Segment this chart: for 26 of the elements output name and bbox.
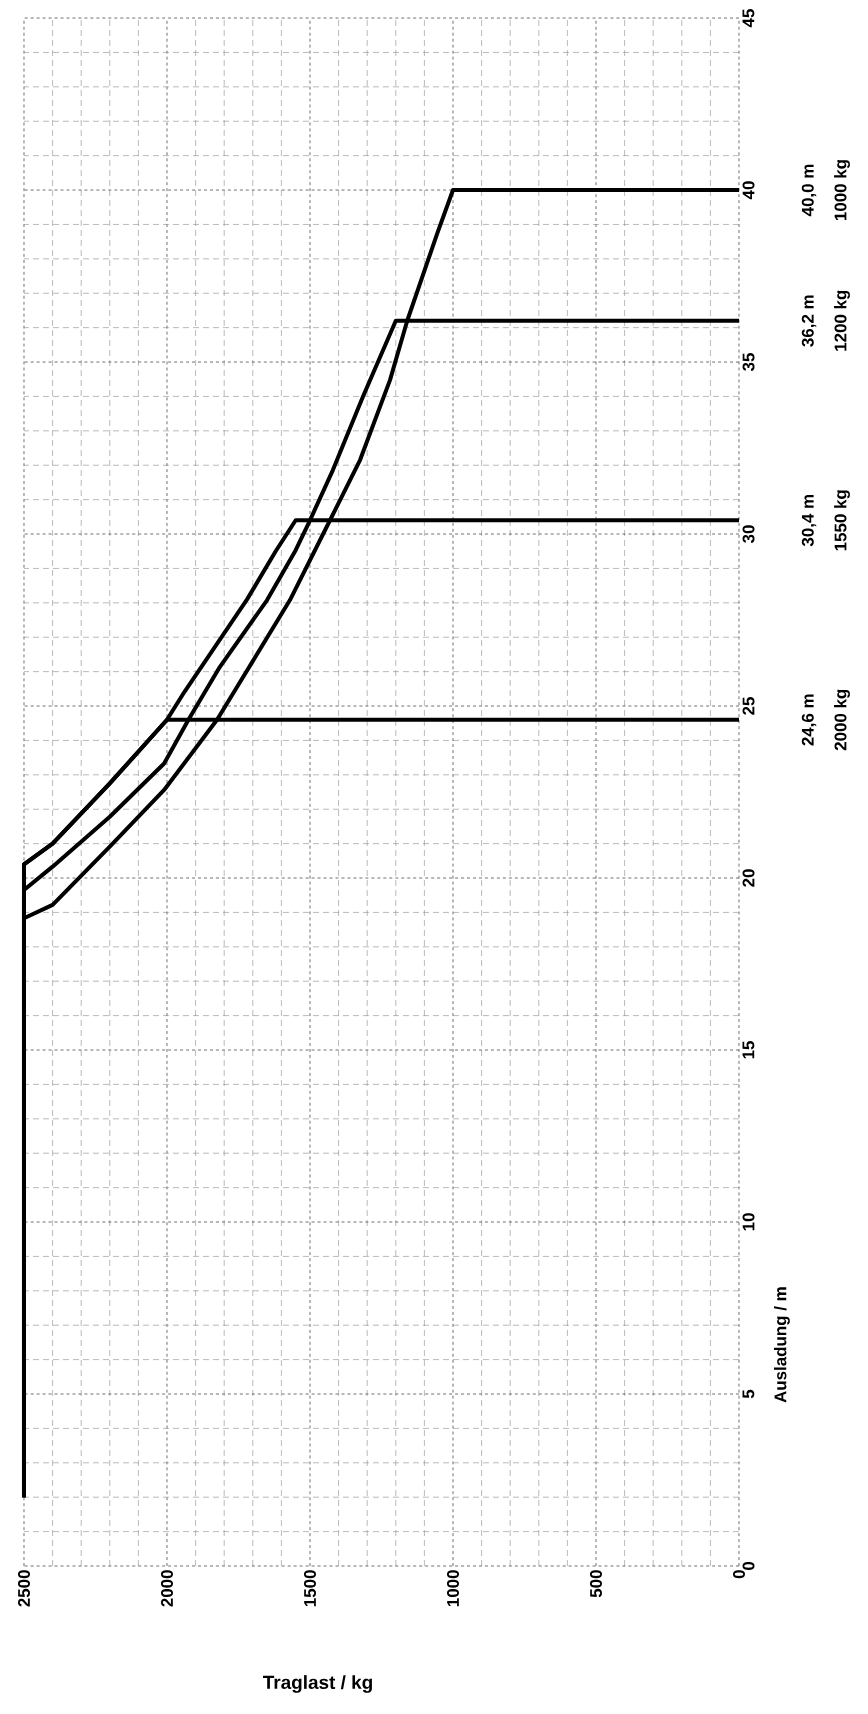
text: 30,4 m — [801, 494, 817, 547]
text: 24,6 m — [801, 694, 817, 746]
y-tick-label: 10 — [742, 1213, 755, 1231]
text: 40,0 m — [801, 164, 817, 217]
text: 1000 kg — [834, 160, 850, 221]
y-tick-label: 30 — [742, 525, 755, 544]
y-tick-label: 5 — [742, 1389, 755, 1399]
text: 36,2 m — [801, 295, 817, 347]
y-tick-label: 25 — [742, 697, 755, 715]
y-tick-label: 40 — [742, 181, 755, 200]
y-axis-title: Ausladung / m — [773, 1287, 790, 1403]
x-tick-label: 0 — [733, 1570, 745, 1579]
x-tick-label: 2000 — [160, 1570, 173, 1607]
x-tick-label: 2500 — [17, 1570, 30, 1607]
y-tick-label: 15 — [742, 1041, 755, 1059]
x-axis-title: Traglast / kg — [262, 1675, 372, 1693]
text: 1550 kg — [834, 490, 850, 551]
y-tick-label: 45 — [742, 9, 755, 28]
y-tick-label: 0 — [742, 1561, 755, 1571]
text: 1200 kg — [834, 290, 850, 351]
text: 2000 kg — [834, 689, 850, 751]
x-tick-label: 1500 — [304, 1570, 316, 1607]
y-tick-label: 35 — [742, 353, 755, 372]
x-tick-label: 500 — [590, 1570, 602, 1598]
x-tick-label: 1000 — [447, 1570, 459, 1607]
y-tick-label: 20 — [742, 869, 755, 887]
